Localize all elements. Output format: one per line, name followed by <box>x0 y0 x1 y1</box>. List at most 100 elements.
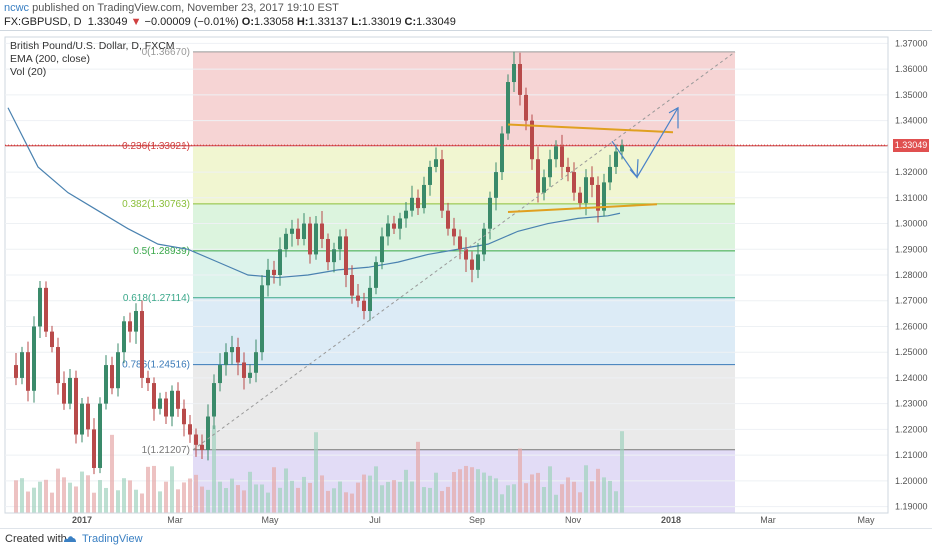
candle-body <box>170 390 174 417</box>
candle-body <box>164 398 168 417</box>
volume-bar <box>98 480 102 513</box>
candle-body <box>584 177 588 203</box>
legend-volume[interactable]: Vol (20) <box>10 66 47 78</box>
candle-body <box>290 228 294 234</box>
tradingview-cloud-icon[interactable] <box>63 535 77 543</box>
candle-body <box>488 197 492 229</box>
legend-ema[interactable]: EMA (200, close) <box>10 53 90 65</box>
candle-body <box>98 403 102 468</box>
time-tick-label: May <box>857 515 875 525</box>
volume-bar <box>146 466 150 513</box>
candle-body <box>332 249 336 263</box>
volume-bar <box>74 486 78 513</box>
candle-body <box>188 424 192 435</box>
candle-body <box>62 383 66 404</box>
volume-bar <box>56 468 60 513</box>
volume-bar <box>590 481 594 513</box>
volume-bar <box>230 478 234 513</box>
price-tick-label: 1.30000 <box>895 219 928 229</box>
volume-bar <box>206 489 210 513</box>
candle-body <box>338 236 342 250</box>
candle-body <box>602 182 606 211</box>
volume-bar <box>530 474 534 513</box>
candle-body <box>110 365 114 389</box>
price-tick-label: 1.21000 <box>895 450 928 460</box>
volume-bar <box>560 484 564 513</box>
last-price: 1.33049 <box>87 16 128 28</box>
volume-bar <box>410 481 414 513</box>
volume-bar <box>356 482 360 513</box>
candle-body <box>554 146 558 160</box>
volume-bar <box>398 481 402 513</box>
volume-bar <box>296 487 300 513</box>
candle-body <box>134 311 138 332</box>
volume-bar <box>176 489 180 513</box>
candle-body <box>260 285 264 353</box>
volume-bar <box>470 467 474 513</box>
price-chart[interactable]: 0(1.36670) 0.236(1.33021) 0.382(1.30763) 0.… <box>0 31 932 528</box>
candle-body <box>398 218 402 229</box>
volume-bar <box>104 487 108 513</box>
volume-bar <box>86 475 90 513</box>
projection-arrowhead <box>629 159 639 179</box>
price-tick-label: 1.34000 <box>895 116 928 126</box>
volume-bar <box>428 487 432 513</box>
volume-bar <box>320 475 324 513</box>
volume-bar <box>386 481 390 513</box>
volume-bar <box>554 494 558 513</box>
volume-bar <box>506 485 510 513</box>
candle-body <box>68 377 72 404</box>
price-tick-label: 1.25000 <box>895 347 928 357</box>
candle-body <box>470 259 474 270</box>
volume-bar <box>458 469 462 513</box>
candle-body <box>122 321 126 353</box>
candle-body <box>422 184 426 209</box>
volume-bar <box>254 484 258 513</box>
candle-body <box>362 300 366 312</box>
fib-zone <box>193 203 735 251</box>
publisher-username[interactable]: ncwc <box>4 2 30 14</box>
volume-bar <box>110 434 114 513</box>
candle-body <box>104 365 108 404</box>
volume-bar <box>608 480 612 513</box>
volume-bar <box>536 472 540 513</box>
volume-bar <box>422 487 426 513</box>
time-tick-label: Nov <box>565 515 582 525</box>
tradingview-brand[interactable]: TradingView <box>82 533 143 545</box>
volume-bar <box>128 480 132 513</box>
created-with-label: Created with <box>5 533 67 545</box>
candle-body <box>356 295 360 301</box>
volume-bar <box>566 477 570 513</box>
time-tick-label: Sep <box>469 515 485 525</box>
candle-body <box>416 197 420 209</box>
last-price-tag: 1.33049 <box>893 139 929 153</box>
volume-bar <box>350 493 354 513</box>
volume-bar <box>446 486 450 513</box>
candle-body <box>404 210 408 219</box>
candle-body <box>44 287 48 332</box>
candle-body <box>446 210 450 229</box>
price-tick-label: 1.20000 <box>895 476 928 486</box>
volume-bar <box>212 425 216 513</box>
volume-bar <box>122 478 126 513</box>
volume-bar <box>278 487 282 513</box>
price-tick-label: 1.28000 <box>895 270 928 280</box>
candle-body <box>590 177 594 185</box>
candle-body <box>518 64 522 95</box>
candle-body <box>326 238 330 263</box>
volume-bar <box>20 478 24 513</box>
volume-bar <box>170 466 174 513</box>
volume-bar <box>602 477 606 513</box>
candle-body <box>200 444 204 450</box>
volume-bar <box>416 441 420 513</box>
volume-bar <box>266 492 270 513</box>
volume-bar <box>542 486 546 513</box>
open-value: 1.33058 <box>254 16 294 28</box>
candle-body <box>230 347 234 353</box>
candle-body <box>506 82 510 134</box>
candle-body <box>158 398 162 409</box>
volume-bar <box>14 480 18 513</box>
footer: Created with TradingView <box>0 528 932 551</box>
fib-zone <box>193 364 735 450</box>
volume-bar <box>62 477 66 513</box>
